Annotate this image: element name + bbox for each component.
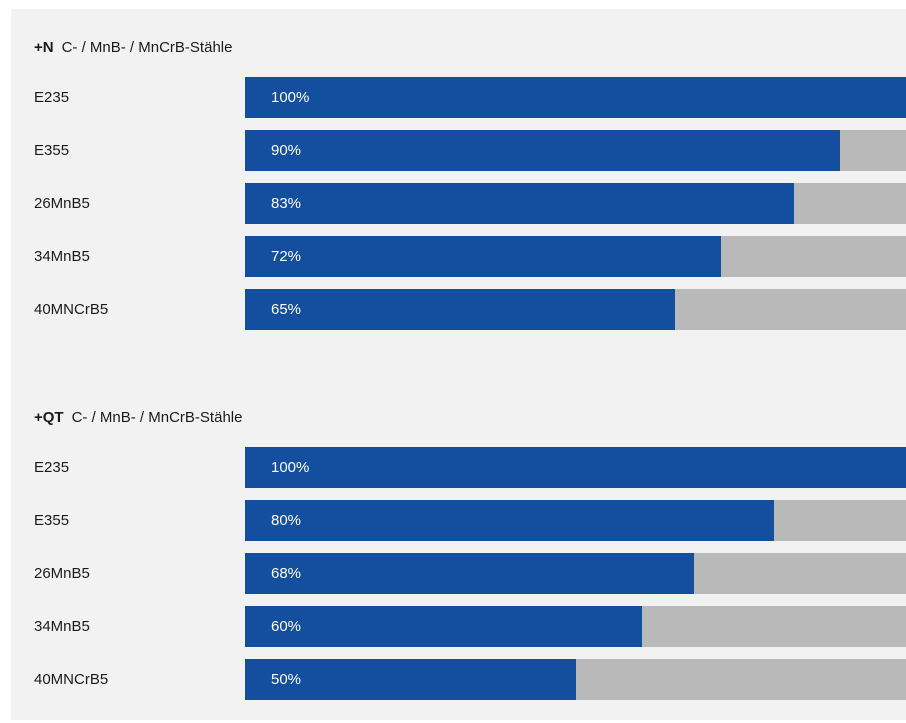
bar xyxy=(245,183,794,224)
category-label: E355 xyxy=(34,512,70,529)
section-title: +QT C- / MnB- / MnCrB-Stähle xyxy=(34,408,242,428)
bar-track: 60% xyxy=(245,606,906,647)
bar-value-label: 83% xyxy=(271,195,302,212)
category-label: 34MnB5 xyxy=(34,618,90,635)
bar-row: 40MNCrB5 50% xyxy=(11,659,906,700)
bar-row: 26MnB5 68% xyxy=(11,553,906,594)
bar-value-label: 100% xyxy=(271,459,310,476)
bar xyxy=(245,447,906,488)
section-title-prefix: +QT xyxy=(34,409,64,426)
category-label: 34MnB5 xyxy=(34,248,90,265)
bar xyxy=(245,130,840,171)
bar-track: 90% xyxy=(245,130,906,171)
category-label: E355 xyxy=(34,142,70,159)
bar-track: 83% xyxy=(245,183,906,224)
bar-track: 72% xyxy=(245,236,906,277)
section-title: +N C- / MnB- / MnCrB-Stähle xyxy=(34,38,232,58)
bar-track: 100% xyxy=(245,447,906,488)
category-label: 40MNCrB5 xyxy=(34,671,109,688)
bar-row: E235 100% xyxy=(11,77,906,118)
bar-row: E235 100% xyxy=(11,447,906,488)
bar-row: 26MnB5 83% xyxy=(11,183,906,224)
bar-value-label: 65% xyxy=(271,301,302,318)
bar-track: 50% xyxy=(245,659,906,700)
section-title-text: C- / MnB- / MnCrB-Stähle xyxy=(61,39,233,56)
section-title-text: C- / MnB- / MnCrB-Stähle xyxy=(71,409,243,426)
bar xyxy=(245,659,576,700)
bar-track: 65% xyxy=(245,289,906,330)
bar-row: E355 80% xyxy=(11,500,906,541)
bar xyxy=(245,77,906,118)
bar-row: E355 90% xyxy=(11,130,906,171)
bar-value-label: 80% xyxy=(271,512,302,529)
category-label: E235 xyxy=(34,89,70,106)
bar-row: 34MnB5 72% xyxy=(11,236,906,277)
bar-track: 80% xyxy=(245,500,906,541)
bar xyxy=(245,236,721,277)
bar-value-label: 50% xyxy=(271,671,302,688)
category-label: E235 xyxy=(34,459,70,476)
bar-track: 68% xyxy=(245,553,906,594)
chart-panel: +N C- / MnB- / MnCrB-Stähle E235 100% E355 90… xyxy=(11,9,906,720)
bar xyxy=(245,553,694,594)
bar-row: 34MnB5 60% xyxy=(11,606,906,647)
bar-value-label: 90% xyxy=(271,142,302,159)
section-title-prefix: +N xyxy=(34,39,54,56)
bar-row: 40MNCrB5 65% xyxy=(11,289,906,330)
bar-value-label: 100% xyxy=(271,89,310,106)
category-label: 26MnB5 xyxy=(34,565,90,582)
category-label: 40MNCrB5 xyxy=(34,301,109,318)
bar-value-label: 68% xyxy=(271,565,302,582)
bar xyxy=(245,606,642,647)
bar-value-label: 60% xyxy=(271,618,302,635)
bar-track: 100% xyxy=(245,77,906,118)
bar xyxy=(245,500,774,541)
bar-value-label: 72% xyxy=(271,248,302,265)
bar xyxy=(245,289,675,330)
category-label: 26MnB5 xyxy=(34,195,90,212)
